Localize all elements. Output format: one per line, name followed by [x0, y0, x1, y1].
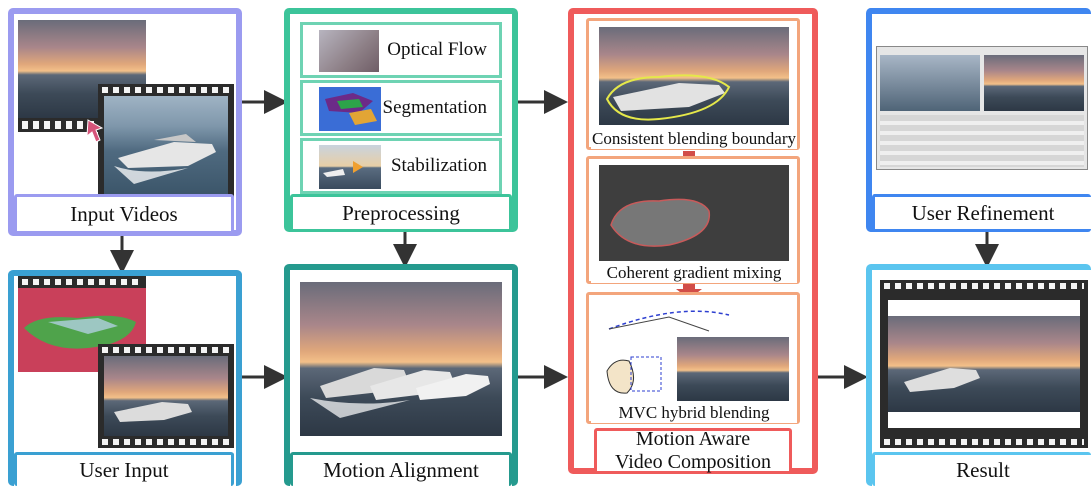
optical-flow-thumb	[319, 30, 379, 72]
refinement-ui-screenshot	[876, 46, 1088, 170]
preprocessing-label: Preprocessing	[290, 194, 512, 232]
cursor-hand-icon	[84, 116, 106, 144]
result-label: Result	[872, 452, 1091, 486]
optical-flow-label: Optical Flow	[387, 39, 487, 60]
user-input-label: User Input	[14, 452, 234, 486]
motion-alignment-label: Motion Alignment	[290, 452, 512, 486]
segmentation-step: Segmentation	[300, 80, 502, 136]
composition-label-line2: Video Composition	[614, 451, 772, 473]
mvc-blending-panel: MVC hybrid blending	[586, 292, 800, 424]
result-image	[888, 316, 1080, 412]
optical-flow-step: Optical Flow	[300, 22, 502, 78]
refinement-ui-right-view	[984, 55, 1084, 111]
gradient-mixing-image	[599, 165, 789, 261]
arrow-gradient-to-mvc	[676, 284, 702, 299]
input-videos-label: Input Videos	[14, 194, 234, 234]
segmentation-thumb	[319, 87, 381, 131]
blending-boundary-label: Consistent blending boundary	[591, 129, 797, 149]
result-video-frame	[888, 300, 1080, 428]
user-input-frame	[8, 270, 242, 486]
refinement-ui-controls	[880, 115, 1084, 167]
stabilization-step: Stabilization	[300, 138, 502, 194]
user-input-filmstrip-a	[18, 276, 146, 288]
mvc-blending-image	[677, 337, 789, 401]
refinement-ui-left-view	[880, 55, 980, 111]
user-input-mask-thumb	[18, 282, 146, 372]
stabilization-thumb	[319, 145, 381, 189]
mvc-schematic	[606, 310, 730, 394]
composition-label: Motion Aware Video Composition	[594, 428, 792, 474]
gradient-mixing-panel: Coherent gradient mixing	[586, 156, 800, 284]
gradient-mixing-label: Coherent gradient mixing	[591, 263, 797, 283]
user-input-boat-thumb	[104, 356, 228, 436]
blending-boundary-panel: Consistent blending boundary	[586, 18, 800, 150]
blending-boundary-image	[599, 27, 789, 125]
motion-alignment-frame	[284, 264, 518, 486]
result-frame	[866, 264, 1091, 486]
mvc-blending-label: MVC hybrid blending	[591, 403, 797, 423]
motion-alignment-image	[300, 282, 502, 436]
composition-label-line1: Motion Aware	[635, 428, 751, 450]
input-video-boat-thumb	[104, 96, 228, 196]
user-refinement-label: User Refinement	[872, 194, 1091, 232]
segmentation-label: Segmentation	[382, 97, 487, 118]
stabilization-label: Stabilization	[390, 155, 487, 176]
